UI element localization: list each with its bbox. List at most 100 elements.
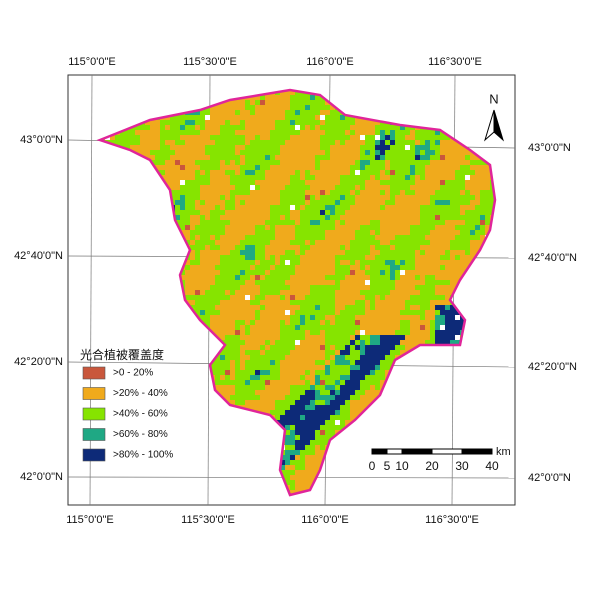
raster-cell (430, 245, 435, 250)
raster-cell (430, 215, 435, 220)
raster-cell (295, 235, 300, 240)
raster-cell (315, 230, 320, 235)
raster-cell (220, 120, 225, 125)
raster-cell (140, 150, 145, 155)
raster-cell (310, 305, 315, 310)
raster-cell (450, 310, 455, 315)
raster-cell (360, 240, 365, 245)
raster-cell (280, 355, 285, 360)
raster-cell (435, 220, 440, 225)
raster-cell (315, 135, 320, 140)
raster-cell (355, 145, 360, 150)
raster-cell (240, 305, 245, 310)
raster-cell (440, 265, 445, 270)
raster-cell (220, 385, 225, 390)
raster-cell (290, 105, 295, 110)
raster-cell (280, 385, 285, 390)
raster-cell (405, 165, 410, 170)
raster-cell (205, 320, 210, 325)
raster-cell (365, 145, 370, 150)
raster-cell (125, 140, 130, 145)
raster-cell (400, 185, 405, 190)
raster-cell (265, 295, 270, 300)
raster-cell (300, 380, 305, 385)
raster-cell (400, 285, 405, 290)
raster-cell (445, 155, 450, 160)
raster-cell (470, 200, 475, 205)
raster-cell (380, 205, 385, 210)
raster-cell (395, 315, 400, 320)
raster-cell (245, 190, 250, 195)
raster-cell (225, 290, 230, 295)
raster-cell (460, 160, 465, 165)
raster-cell (365, 125, 370, 130)
raster-cell (430, 315, 435, 320)
raster-cell (340, 270, 345, 275)
raster-cell (195, 175, 200, 180)
raster-cell (485, 225, 490, 230)
raster-cell (180, 145, 185, 150)
raster-cell (405, 220, 410, 225)
raster-cell (270, 300, 275, 305)
raster-cell (240, 210, 245, 215)
raster-cell (420, 170, 425, 175)
raster-cell (330, 320, 335, 325)
raster-cell (425, 185, 430, 190)
raster-cell (255, 195, 260, 200)
raster-cell (255, 140, 260, 145)
raster-cell (450, 280, 455, 285)
raster-cell (305, 280, 310, 285)
raster-cell (315, 225, 320, 230)
raster-cell (450, 260, 455, 265)
raster-cell (375, 340, 380, 345)
raster-cell (365, 300, 370, 305)
raster-cell (475, 240, 480, 245)
raster-cell (275, 275, 280, 280)
raster-cell (245, 100, 250, 105)
raster-cell (245, 110, 250, 115)
raster-cell (440, 320, 445, 325)
raster-cell (190, 305, 195, 310)
raster-cell (300, 135, 305, 140)
raster-cell (410, 195, 415, 200)
raster-cell (305, 170, 310, 175)
raster-cell (360, 215, 365, 220)
raster-cell (380, 230, 385, 235)
raster-cell (270, 185, 275, 190)
raster-cell (360, 320, 365, 325)
raster-cell (390, 270, 395, 275)
raster-cell (365, 285, 370, 290)
raster-cell (345, 115, 350, 120)
raster-cell (430, 290, 435, 295)
raster-cell (445, 225, 450, 230)
raster-cell (195, 110, 200, 115)
raster-cell (265, 365, 270, 370)
raster-cell (335, 255, 340, 260)
raster-cell (465, 160, 470, 165)
raster-cell (225, 130, 230, 135)
raster-cell (285, 95, 290, 100)
raster-cell (385, 335, 390, 340)
raster-cell (295, 335, 300, 340)
raster-cell (260, 110, 265, 115)
raster-cell (290, 300, 295, 305)
raster-cell (230, 105, 235, 110)
raster-cell (280, 140, 285, 145)
raster-cell (380, 345, 385, 350)
raster-cell (390, 225, 395, 230)
raster-cell (285, 370, 290, 375)
raster-cell (240, 100, 245, 105)
raster-cell (255, 380, 260, 385)
raster-cell (130, 145, 135, 150)
raster-cell (325, 300, 330, 305)
raster-cell (435, 280, 440, 285)
raster-cell (380, 325, 385, 330)
raster-cell (275, 155, 280, 160)
raster-cell (240, 295, 245, 300)
raster-cell (355, 225, 360, 230)
raster-cell (245, 340, 250, 345)
raster-cell (240, 375, 245, 380)
raster-cell (405, 250, 410, 255)
raster-cell (485, 180, 490, 185)
raster-cell (300, 160, 305, 165)
